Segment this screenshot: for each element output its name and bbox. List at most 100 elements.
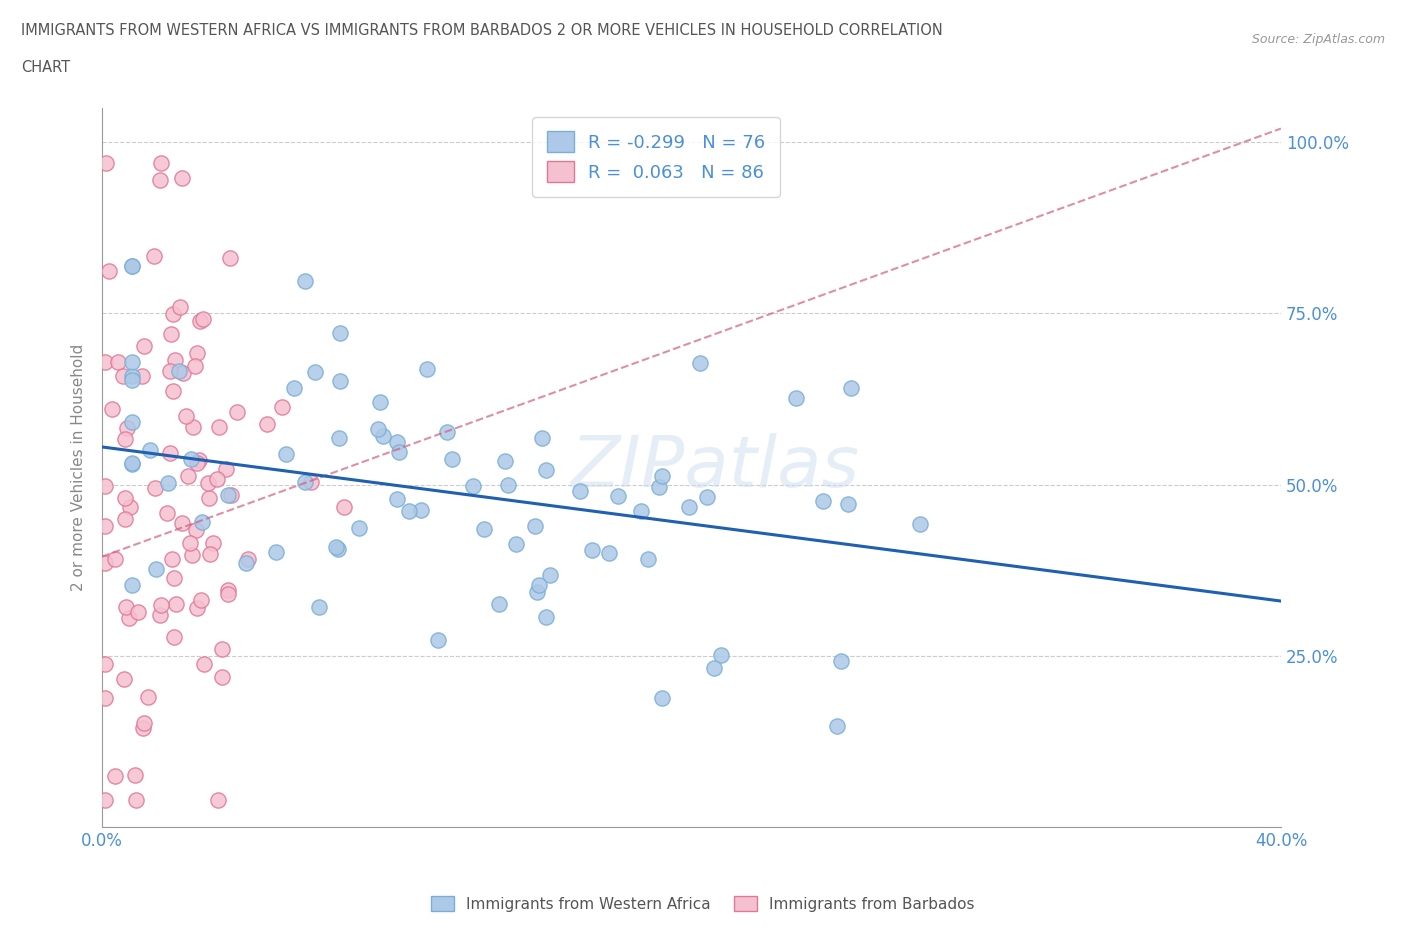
Point: [162, 551, 184, 566]
Point: [163, 352, 186, 367]
Point: [121, 258, 143, 272]
Point: [139, 443, 162, 458]
Point: [120, 499, 142, 514]
Point: [180, 548, 202, 563]
Point: [217, 487, 239, 502]
Point: [125, 792, 148, 807]
Point: [114, 490, 136, 505]
Point: [703, 661, 725, 676]
Point: [411, 502, 433, 517]
Point: [328, 431, 350, 445]
Point: [94, 555, 117, 570]
Point: [184, 358, 207, 373]
Point: [648, 480, 671, 495]
Point: [163, 630, 186, 644]
Point: [236, 551, 259, 566]
Point: [181, 419, 204, 434]
Point: [121, 415, 143, 430]
Point: [461, 479, 484, 494]
Point: [526, 584, 548, 599]
Point: [156, 506, 179, 521]
Point: [186, 456, 208, 471]
Point: [170, 170, 193, 185]
Point: [235, 555, 257, 570]
Point: [159, 364, 181, 379]
Point: [398, 503, 420, 518]
Point: [149, 607, 172, 622]
Point: [132, 339, 155, 353]
Point: [118, 611, 141, 626]
Point: [441, 452, 464, 467]
Point: [193, 312, 215, 326]
Point: [179, 536, 201, 551]
Text: CHART: CHART: [21, 60, 70, 75]
Point: [136, 690, 159, 705]
Point: [163, 570, 186, 585]
Point: [367, 421, 389, 436]
Point: [160, 326, 183, 341]
Text: Source: ZipAtlas.com: Source: ZipAtlas.com: [1251, 33, 1385, 46]
Point: [215, 462, 238, 477]
Point: [488, 597, 510, 612]
Point: [180, 452, 202, 467]
Point: [256, 417, 278, 432]
Point: [530, 431, 553, 445]
Point: [349, 521, 371, 536]
Text: IMMIGRANTS FROM WESTERN AFRICA VS IMMIGRANTS FROM BARBADOS 2 OR MORE VEHICLES IN: IMMIGRANTS FROM WESTERN AFRICA VS IMMIGR…: [21, 23, 943, 38]
Point: [132, 721, 155, 736]
Point: [150, 155, 173, 170]
Point: [94, 691, 117, 706]
Y-axis label: 2 or more Vehicles in Household: 2 or more Vehicles in Household: [72, 344, 86, 591]
Point: [172, 365, 194, 380]
Point: [124, 768, 146, 783]
Point: [101, 402, 124, 417]
Legend: R = -0.299   N = 76, R =  0.063   N = 86: R = -0.299 N = 76, R = 0.063 N = 86: [533, 117, 780, 196]
Point: [169, 299, 191, 314]
Point: [121, 457, 143, 472]
Point: [208, 419, 231, 434]
Point: [202, 535, 225, 550]
Point: [598, 545, 620, 560]
Text: ZIPatlas: ZIPatlas: [571, 433, 859, 502]
Point: [211, 670, 233, 684]
Point: [98, 264, 121, 279]
Point: [172, 515, 194, 530]
Point: [370, 394, 392, 409]
Point: [217, 587, 239, 602]
Point: [94, 519, 117, 534]
Point: [104, 552, 127, 567]
Point: [159, 445, 181, 460]
Point: [651, 691, 673, 706]
Point: [94, 155, 117, 170]
Point: [121, 578, 143, 592]
Point: [165, 596, 187, 611]
Point: [416, 362, 439, 377]
Point: [114, 432, 136, 446]
Point: [184, 523, 207, 538]
Point: [219, 251, 242, 266]
Point: [841, 381, 863, 396]
Point: [436, 425, 458, 440]
Point: [94, 478, 117, 493]
Point: [523, 519, 546, 534]
Point: [785, 391, 807, 405]
Point: [385, 492, 408, 507]
Point: [114, 599, 136, 614]
Point: [388, 445, 411, 459]
Point: [219, 487, 242, 502]
Point: [299, 475, 322, 490]
Point: [472, 522, 495, 537]
Point: [121, 368, 143, 383]
Point: [162, 383, 184, 398]
Point: [114, 512, 136, 526]
Point: [538, 567, 561, 582]
Point: [94, 354, 117, 369]
Point: [207, 792, 229, 807]
Point: [149, 598, 172, 613]
Point: [225, 405, 247, 419]
Point: [186, 600, 208, 615]
Point: [536, 609, 558, 624]
Point: [294, 273, 316, 288]
Point: [174, 409, 197, 424]
Point: [651, 469, 673, 484]
